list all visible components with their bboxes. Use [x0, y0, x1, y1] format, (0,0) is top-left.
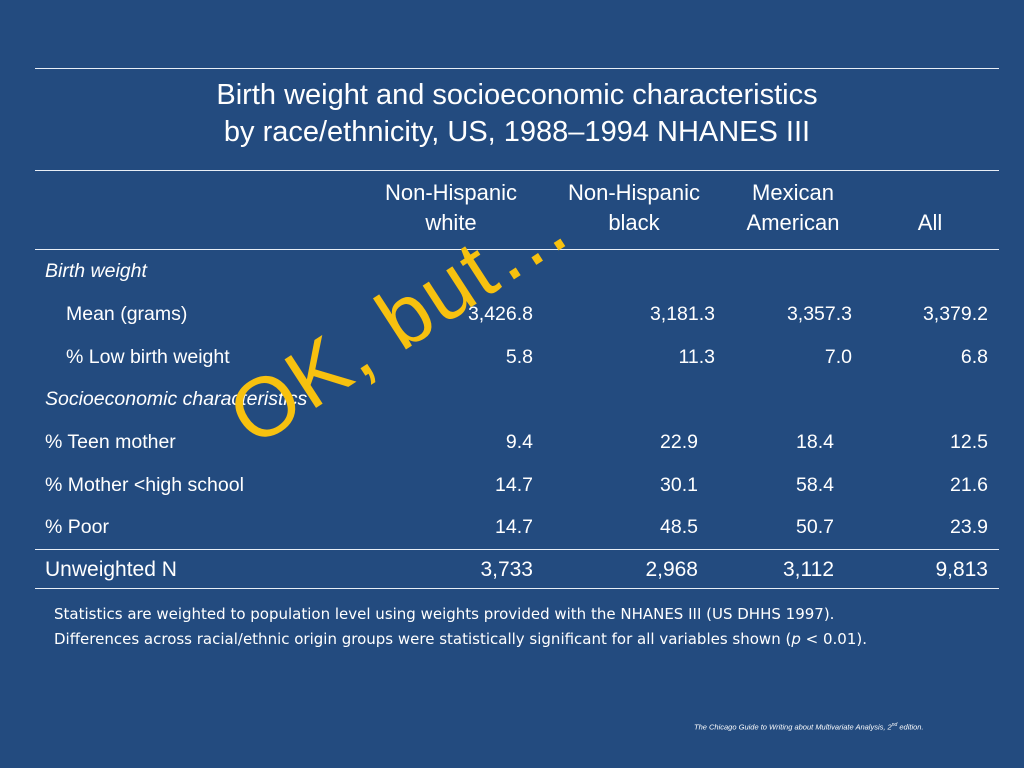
- table-cell: 3,426.8: [467, 303, 533, 325]
- table-cell: 9.4: [505, 431, 533, 453]
- title-line-1: Birth weight and socioeconomic character…: [216, 79, 818, 111]
- row-label-teen-mother: % Teen mother: [45, 431, 176, 453]
- row-label-mother-high-school: % Mother <high school: [45, 474, 244, 496]
- note-line-2: Differences across racial/ethnic origin …: [54, 627, 867, 652]
- table-cell: 21.6: [950, 474, 988, 496]
- table-cell: 48.5: [660, 516, 698, 538]
- table-cell: 18.4: [796, 431, 834, 453]
- column-header-line: Mexican: [752, 180, 834, 205]
- column-header-line: Non-Hispanic: [567, 180, 701, 205]
- title-bottom-rule: [35, 170, 999, 171]
- note-line-2-end: < 0.01).: [800, 630, 867, 648]
- column-header-nh-white: Non-Hispanic white: [365, 178, 537, 238]
- column-header-line: All: [917, 210, 943, 235]
- column-header-line: black: [608, 210, 660, 235]
- table-cell: 23.9: [950, 516, 988, 538]
- column-header-line: American: [746, 210, 840, 235]
- column-header-line: white: [425, 210, 477, 235]
- table-cell: 11.3: [678, 346, 715, 368]
- table-cell: 5.8: [505, 346, 533, 368]
- column-header-line: Non-Hispanic: [384, 180, 518, 205]
- row-label-poor: % Poor: [45, 516, 109, 538]
- title-line-2: by race/ethnicity, US, 1988–1994 NHANES …: [223, 116, 811, 148]
- table-cell: 50.7: [796, 516, 834, 538]
- header-bottom-rule: [35, 249, 999, 250]
- table-cell: 22.9: [660, 431, 698, 453]
- section-label-birth-weight: Birth weight: [45, 260, 147, 282]
- table-title: Birth weight and socioeconomic character…: [35, 77, 999, 151]
- table-cell: 3,112: [783, 558, 834, 581]
- note-line-2-text: Differences across racial/ethnic origin …: [54, 630, 792, 648]
- table-bottom-rule: [35, 588, 999, 589]
- table-cell: 7.0: [824, 346, 852, 368]
- table-cell: 3,357.3: [786, 303, 852, 325]
- table-cell: 2,968: [645, 558, 698, 581]
- table-cell: 14.7: [495, 516, 533, 538]
- table-cell: 58.4: [796, 474, 834, 496]
- table-cell: 3,733: [480, 558, 533, 581]
- table-notes: Statistics are weighted to population le…: [54, 602, 867, 652]
- column-header-nh-black: Non-Hispanic black: [548, 178, 720, 238]
- table-cell: 3,181.3: [649, 303, 715, 325]
- table-cell: 14.7: [495, 474, 533, 496]
- source-citation: The Chicago Guide to Writing about Multi…: [694, 722, 924, 732]
- table-cell: 12.5: [950, 431, 988, 453]
- row-label-mean-grams: Mean (grams): [66, 303, 188, 325]
- column-header-line: [880, 178, 980, 208]
- table-cell: 9,813: [935, 558, 988, 581]
- table-cell: 30.1: [660, 474, 698, 496]
- row-label-low-birth-weight: % Low birth weight: [66, 346, 230, 368]
- column-header-mexican-american: Mexican American: [718, 178, 868, 238]
- source-citation-sup: nd: [891, 722, 898, 728]
- note-p-symbol: p: [791, 630, 801, 648]
- source-citation-text: The Chicago Guide to Writing about Multi…: [694, 722, 892, 732]
- table-cell: 3,379.2: [922, 303, 988, 325]
- note-line-1: Statistics are weighted to population le…: [54, 605, 835, 623]
- source-citation-suffix: edition.: [897, 722, 924, 732]
- table-cell: 6.8: [960, 346, 988, 368]
- row-label-unweighted-n: Unweighted N: [45, 558, 177, 581]
- section-label-socioeconomic: Socioeconomic characteristics: [45, 388, 308, 410]
- column-header-all: All: [880, 178, 980, 238]
- total-row-rule: [35, 549, 999, 550]
- table-top-rule: [35, 68, 999, 69]
